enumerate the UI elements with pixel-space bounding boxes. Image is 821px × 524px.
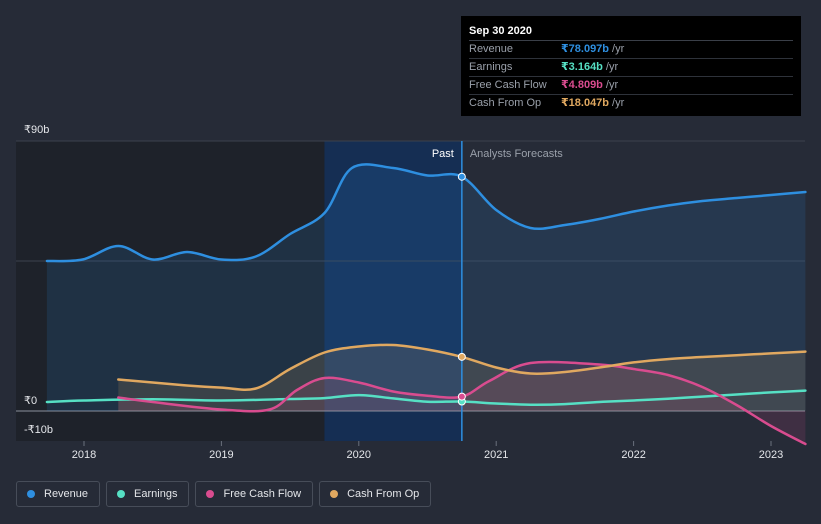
y-tick-label: ₹0 [24,395,37,407]
x-tick-label: 2018 [72,449,96,461]
tooltip-row-free-cash-flow: Free Cash Flow ₹4.809b /yr [469,77,793,95]
tooltip-label: Earnings [469,61,513,73]
tooltip-unit: /yr [605,79,619,91]
tooltip-row-revenue: Revenue ₹78.097b /yr [469,41,793,59]
tooltip-label: Cash From Op [469,97,542,109]
legend-item-cash-from-op[interactable]: Cash From Op [319,481,432,507]
y-tick-label: -₹10b [24,424,53,436]
tooltip-unit: /yr [612,97,625,109]
legend-label: Free Cash Flow [223,488,302,500]
data-tooltip: Sep 30 2020 Revenue ₹78.097b /yr Earning… [461,16,801,116]
tooltip-value: ₹78.097b [561,43,610,55]
legend-label: Revenue [44,488,89,500]
tooltip-label: Revenue [469,43,514,55]
past-label: Past [432,148,454,160]
x-tick-label: 2023 [759,449,783,461]
tooltip-label: Free Cash Flow [469,79,547,91]
legend-dot-icon [206,490,215,498]
legend-dot-icon [27,490,35,498]
revenue-line [45,163,807,263]
tooltip-row-cash-from-op: Cash From Op ₹18.047b /yr [469,95,793,112]
legend-label: Cash From Op [347,488,420,500]
x-tick-label: 2021 [484,449,508,461]
x-tick-label: 2019 [209,449,233,461]
legend-item-revenue[interactable]: Revenue [16,481,101,507]
legend-dot-icon [117,490,126,498]
revenue-area [46,164,806,411]
legend-dot-icon [330,490,339,498]
legend-item-free-cash-flow[interactable]: Free Cash Flow [195,481,314,507]
free-cash-flow-marker [457,392,466,401]
tooltip-value: ₹18.047b [561,97,610,109]
legend-item-earnings[interactable]: Earnings [106,481,190,507]
chart-legend: Revenue Earnings Free Cash Flow Cash Fro… [16,481,432,507]
tooltip-value: ₹3.164b [561,61,603,73]
tooltip-row-earnings: Earnings ₹3.164b /yr [469,59,793,77]
forecast-label: Analysts Forecasts [470,148,563,160]
tooltip-value: ₹4.809b [561,79,603,91]
x-tick-label: 2022 [621,449,645,461]
cash-from-op-marker [457,352,466,361]
tooltip-date: Sep 30 2020 [469,24,793,41]
earnings-line [45,389,807,406]
tooltip-unit: /yr [612,43,625,55]
x-tick-label: 2020 [347,449,371,461]
tooltip-unit: /yr [605,61,619,73]
revenue-marker [457,172,466,181]
legend-label: Earnings [134,488,178,500]
y-tick-label: ₹90b [24,124,49,136]
